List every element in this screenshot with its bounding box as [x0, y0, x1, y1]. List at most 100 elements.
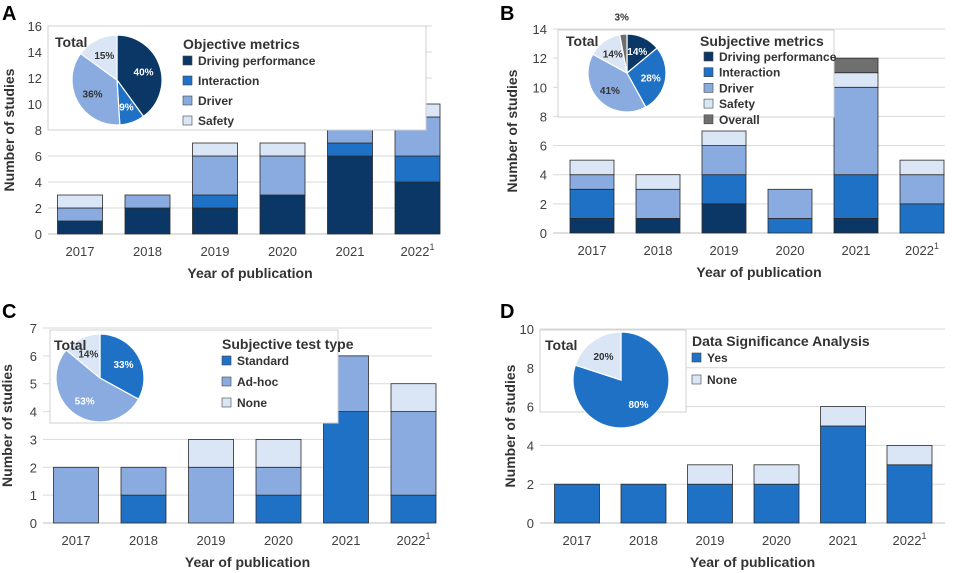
pie-chart: 40% 9% 36% 15%: [71, 34, 163, 126]
bar-none-2020: [753, 464, 800, 485]
bar-yes-2018: [620, 483, 667, 524]
bar-interaction-2019: [701, 174, 747, 205]
x-tick-label: 2018: [133, 244, 162, 259]
y-tick-label: 16: [28, 19, 42, 34]
pie-slice-driver: [587, 53, 647, 113]
x-tick-label: 2019: [201, 244, 230, 259]
bar-overall-2021: [833, 57, 879, 74]
bar-driver-2017: [569, 174, 615, 190]
pie-label: 9%: [119, 102, 134, 113]
pie-chart: 80% 20%: [572, 331, 670, 429]
y-axis-title: Number of studies: [502, 364, 518, 487]
x-tick-label: 2019: [696, 533, 725, 548]
bar-yes-2021: [820, 425, 866, 524]
y-tick-label: 0: [540, 226, 547, 241]
panel-letter: B: [500, 3, 514, 25]
superscript: 1: [425, 531, 430, 541]
pie-label: 53%: [75, 397, 95, 408]
legend-label: Driving performance: [198, 54, 316, 68]
y-tick-label: 7: [30, 321, 37, 336]
bar-none-2020: [255, 439, 302, 468]
x-tick-label: 20221: [893, 531, 927, 548]
y-tick-label: 14: [533, 22, 547, 37]
y-tick-label: 1: [30, 488, 37, 503]
y-tick-labels: 0 2 4 6 8 10 12 14: [533, 22, 547, 241]
bar-safety-2022: [899, 159, 945, 176]
y-tick-label: 6: [30, 349, 37, 364]
legend-label: Standard: [237, 354, 289, 368]
pie-title: Total: [545, 337, 577, 353]
y-tick-label: 5: [30, 377, 37, 392]
pie-label: 3%: [614, 13, 629, 24]
y-tick-label: 2: [30, 460, 37, 475]
bar-driver-2022: [899, 174, 945, 205]
y-tick-label: 4: [35, 175, 42, 190]
bar-driving-performance-2021: [327, 155, 373, 235]
y-tick-label: 6: [527, 400, 534, 415]
pie-chart: 33% 53% 14%: [55, 333, 145, 423]
x-axis-title: Year of publication: [690, 554, 815, 570]
legend-swatch: [691, 374, 702, 385]
legend-label: None: [707, 373, 737, 387]
panel-letter: D: [500, 301, 514, 323]
legend-swatch: [221, 376, 232, 387]
pie-slice-safety: [79, 34, 118, 82]
x-tick-label: 2018: [644, 243, 673, 258]
bar-driving-performance-2019: [701, 203, 747, 234]
legend-swatch: [703, 51, 714, 62]
legend-title: Subjective metrics: [700, 33, 824, 49]
bars: [554, 406, 933, 524]
x-tick-label: 2020: [776, 243, 805, 258]
y-tick-label: 8: [540, 109, 547, 124]
x-axis-title: Year of publication: [187, 265, 312, 281]
bar-safety-2021: [833, 72, 879, 88]
y-tick-label: 10: [28, 97, 42, 112]
bar-driving-performance-2019: [192, 207, 238, 235]
bar-interaction-2019: [192, 194, 238, 209]
bar-driver-2020: [259, 155, 306, 196]
bar-driving-performance-2017: [57, 220, 103, 235]
legend-swatch: [691, 352, 702, 363]
bar-ad-hoc-2018: [120, 466, 167, 496]
y-tick-label: 4: [30, 405, 37, 420]
bar-standard-2021: [323, 411, 369, 524]
y-tick-label: 2: [527, 477, 534, 492]
superscript: 1: [934, 241, 939, 251]
legend-swatch: [221, 397, 232, 408]
pie-label: 14%: [603, 49, 623, 60]
pie-label: 80%: [628, 400, 648, 411]
x-tick-label: 2018: [629, 533, 658, 548]
x-tick-label: 20221: [905, 241, 939, 258]
legend-label: Interaction: [198, 74, 259, 88]
superscript: 1: [921, 531, 926, 541]
bar-interaction-2020: [767, 218, 813, 234]
bar-safety-2019: [192, 142, 238, 157]
bar-driver-2019: [192, 155, 238, 196]
bar-none-2021: [820, 406, 866, 427]
x-tick-label: 2017: [563, 533, 592, 548]
legend-swatch: [182, 115, 193, 126]
legend-title: Objective metrics: [183, 36, 300, 52]
legend: Objective metrics Driving performance Inte…: [182, 36, 316, 128]
pie-label: 14%: [627, 47, 647, 58]
x-tick-label: 2021: [332, 533, 361, 548]
pie-title: Total: [566, 33, 598, 49]
bar-driver-2018: [124, 194, 171, 209]
x-tick-label: 2021: [829, 533, 858, 548]
x-tick-label: 2021: [842, 243, 871, 258]
bar-safety-2017: [57, 194, 103, 209]
legend-swatch: [182, 55, 193, 66]
x-tick-label: 2017: [66, 244, 95, 259]
bar-ad-hoc-2020: [255, 466, 302, 496]
y-tick-label: 0: [30, 516, 37, 531]
bar-driver-2017: [57, 207, 103, 222]
bar-interaction-2021: [327, 142, 373, 157]
bar-standard-2018: [120, 494, 167, 524]
legend: Subjective test type Standard Ad-hoc None: [221, 336, 354, 410]
y-tick-labels: 0 1 2 3 4 5 6 7: [30, 321, 37, 531]
pie-label: 15%: [94, 51, 114, 62]
bar-driver-2020: [767, 188, 813, 219]
y-tick-label: 6: [540, 139, 547, 154]
y-tick-labels: 0 2 4 6 8 10 12 14 16: [28, 19, 42, 242]
panel-C: C 0 1 2 3 4 5 6 7 2017 2018 2019 2020 2021 20221 Year o…: [0, 301, 437, 570]
